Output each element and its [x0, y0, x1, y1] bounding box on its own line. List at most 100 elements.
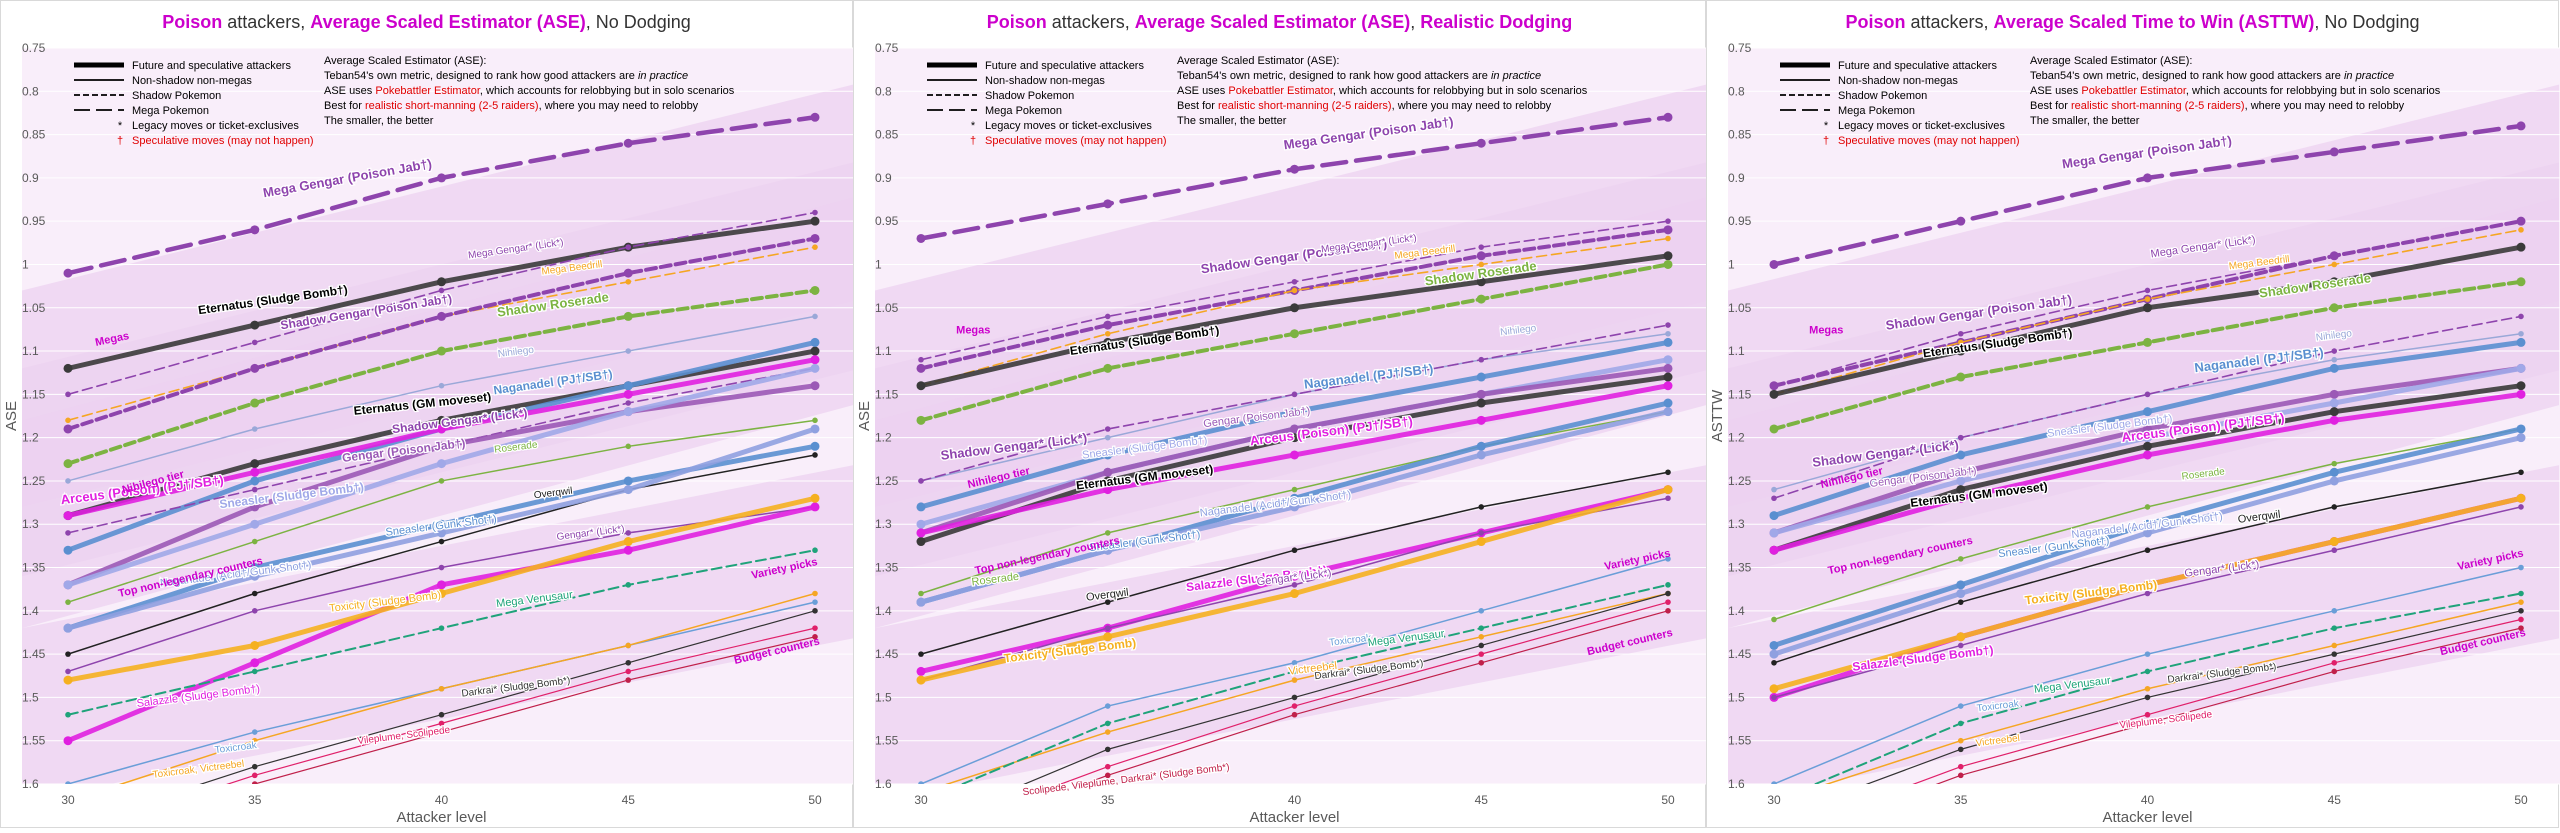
info-segment: Best for [2030, 100, 2071, 112]
y-tick-label: 1.2 [875, 431, 892, 445]
info-line: The smaller, the better [2030, 115, 2140, 127]
data-point [250, 321, 259, 330]
y-tick-label: 1.55 [22, 734, 46, 748]
y-tick-label: 1 [22, 257, 29, 271]
legend-symbol: † [970, 135, 976, 147]
data-point [2517, 381, 2526, 390]
data-point [917, 537, 926, 546]
info-segment: Average Scaled Estimator (ASE): [2030, 55, 2192, 67]
data-point [2330, 251, 2339, 260]
data-point [1770, 390, 1779, 399]
info-line: The smaller, the better [324, 115, 434, 127]
y-tick-label: 1.35 [1728, 561, 1752, 575]
data-point [252, 669, 258, 675]
legend-label: Mega Pokemon [132, 105, 209, 117]
data-point [1770, 260, 1779, 269]
data-point [2518, 565, 2524, 571]
data-point [625, 660, 631, 666]
data-point [1956, 589, 1965, 598]
data-point [250, 364, 259, 373]
legend-label: Shadow Pokemon [985, 90, 1074, 102]
y-tick-label: 1.55 [875, 734, 899, 748]
data-point [1292, 677, 1298, 683]
data-point [1664, 113, 1673, 122]
info-segment: , where you may need to relobby [539, 100, 699, 112]
data-point [1478, 625, 1484, 631]
data-point [2518, 469, 2524, 475]
data-point [625, 530, 631, 536]
y-tick-label: 0.85 [22, 128, 46, 142]
chart-title-part: Realistic Dodging [1420, 12, 1572, 32]
data-point [1958, 703, 1964, 709]
data-point [1770, 546, 1779, 555]
legend-label: Legacy moves or ticket-exclusives [985, 120, 1152, 132]
data-point [917, 234, 926, 243]
y-tick-label: 1.3 [875, 517, 892, 531]
info-segment: Best for [324, 100, 365, 112]
y-tick-label: 1.45 [22, 647, 46, 661]
data-point [1478, 504, 1484, 510]
data-point [2517, 277, 2526, 286]
data-point [625, 669, 631, 675]
data-point [1292, 392, 1298, 398]
data-point [812, 599, 818, 605]
info-line: ASE uses Pokebattler Estimator, which ac… [2030, 85, 2441, 97]
y-tick-label: 1.15 [1728, 387, 1752, 401]
data-point [1664, 225, 1673, 234]
data-point [2331, 625, 2337, 631]
data-point [1770, 511, 1779, 520]
info-segment: The smaller, the better [1177, 115, 1287, 127]
data-point [250, 399, 259, 408]
data-point [1770, 641, 1779, 650]
data-point [2143, 450, 2152, 459]
y-tick-label: 1.05 [875, 301, 899, 315]
legend-label: Speculative moves (may not happen) [985, 135, 1167, 147]
data-point [811, 381, 820, 390]
data-point [250, 225, 259, 234]
y-tick-label: 1.6 [1728, 777, 1745, 791]
data-point [439, 712, 445, 718]
info-segment: Teban54's own metric, designed to rank h… [324, 70, 638, 82]
x-tick-label: 40 [1288, 793, 1302, 807]
info-segment: realistic short-manning (2-5 raiders) [1218, 100, 1392, 112]
data-point [811, 347, 820, 356]
data-point [252, 487, 258, 493]
data-point [2331, 461, 2337, 467]
chart-title-part: attackers, [1047, 12, 1135, 32]
info-line: Teban54's own metric, designed to rank h… [2030, 70, 2394, 82]
data-point [2331, 357, 2337, 363]
tier-label: Megas [956, 325, 990, 337]
data-point [812, 210, 818, 216]
data-point [65, 418, 71, 424]
data-point [65, 669, 71, 675]
data-point [811, 502, 820, 511]
data-point [625, 400, 631, 406]
y-tick-label: 1.4 [875, 604, 892, 618]
data-point [1664, 381, 1673, 390]
data-point [2331, 547, 2337, 553]
info-segment: Teban54's own metric, designed to rank h… [1177, 70, 1491, 82]
data-point [1664, 485, 1673, 494]
y-tick-label: 1.4 [22, 604, 39, 618]
legend-label: Speculative moves (may not happen) [1838, 135, 2020, 147]
data-point [1956, 632, 1965, 641]
y-tick-label: 1.2 [22, 431, 39, 445]
data-point [1292, 703, 1298, 709]
info-segment: ASE uses [1177, 85, 1228, 97]
x-tick-label: 30 [1767, 793, 1781, 807]
data-point [250, 641, 259, 650]
data-point [1956, 580, 1965, 589]
data-point [1665, 591, 1671, 597]
data-point [2330, 476, 2339, 485]
y-tick-label: 0.85 [875, 128, 899, 142]
x-tick-label: 50 [1661, 793, 1675, 807]
data-point [2330, 303, 2339, 312]
data-point [1771, 695, 1777, 701]
data-point [250, 520, 259, 529]
data-point [917, 667, 926, 676]
data-point [2518, 599, 2524, 605]
data-point [2145, 392, 2151, 398]
data-point [811, 113, 820, 122]
y-tick-label: 1.15 [22, 387, 46, 401]
info-line: Average Scaled Estimator (ASE): [2030, 55, 2192, 67]
